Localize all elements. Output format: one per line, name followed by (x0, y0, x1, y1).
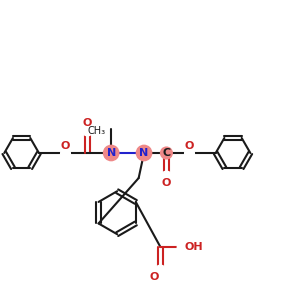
Text: O: O (184, 142, 194, 152)
Text: O: O (60, 142, 70, 152)
Text: N: N (106, 148, 116, 158)
Circle shape (160, 146, 173, 160)
Text: N: N (140, 148, 149, 158)
Text: CH₃: CH₃ (88, 126, 106, 136)
Circle shape (103, 145, 119, 161)
Text: OH: OH (184, 242, 203, 252)
Text: C: C (162, 148, 170, 158)
Text: O: O (82, 118, 92, 128)
Circle shape (136, 145, 152, 161)
Text: O: O (150, 272, 159, 282)
Text: O: O (162, 178, 171, 188)
